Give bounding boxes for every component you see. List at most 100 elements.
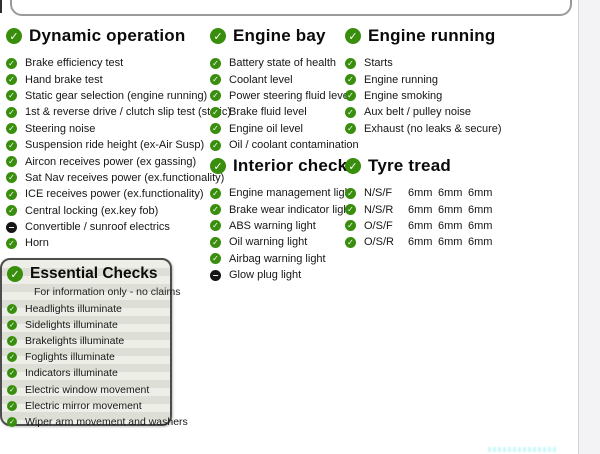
checklist-item: ✓ Suspension ride height (ex-Air Susp) [6, 137, 206, 153]
checklist-item: ✓ Central locking (ex.key fob) [6, 203, 206, 219]
check-icon: ✓ [6, 156, 17, 168]
checklist: ✓ Battery state of health ✓ Coolant level ✓ P… [210, 55, 359, 153]
checklist-item: ✓ Steering noise [6, 121, 206, 137]
checklist-item: ✓ Brake wear indicator light [210, 201, 353, 217]
checklist-item: ✓ Foglights illuminate [7, 349, 170, 365]
tyre-depth-value: 6mm [408, 236, 433, 249]
section-header: ✓ Engine bay [210, 26, 345, 46]
checklist-item-label: Foglights illuminate [25, 351, 115, 364]
tyre-depth-values: 6mm 6mm 6mm [408, 220, 493, 232]
check-icon: ✓ [6, 28, 22, 44]
check-icon: ✓ [210, 187, 221, 199]
checklist-item-label: Brakelights illuminate [25, 335, 125, 348]
check-icon: ✓ [7, 416, 17, 427]
tyre-position-label: N/S/R [364, 203, 394, 216]
checklist-item: ✓ Hand brake test [6, 71, 206, 87]
tyre-depth-values: 6mm 6mm 6mm [408, 236, 493, 248]
section-title: Interior checks [233, 156, 357, 175]
check-icon: ✓ [345, 28, 361, 44]
checklist-item-label: Convertible / sunroof electrics [25, 221, 170, 234]
check-icon: ✓ [345, 236, 356, 248]
checklist: ✓ Headlights illuminate ✓ Sidelights illumi… [7, 301, 188, 430]
checklist-item-label: Static gear selection (engine running) [25, 89, 208, 102]
check-icon: ✓ [6, 74, 17, 86]
tyre-tread-row: ✓ O/S/F 6mm 6mm 6mm [345, 218, 575, 234]
checklist-item-label: Horn [25, 237, 49, 250]
tyre-depth-value: 6mm [438, 219, 463, 232]
checklist-item-label: Suspension ride height (ex-Air Susp) [25, 139, 205, 152]
checklist-item-label: Engine management light [229, 187, 354, 200]
checklist-item: ✓ Brake fluid level [210, 104, 345, 120]
tyre-depth-value: 6mm [468, 203, 493, 216]
checklist-item-label: Airbag warning light [229, 252, 326, 265]
checklist-item: ✓ Engine management light [210, 185, 354, 201]
left-edge-sliver [0, 0, 2, 13]
checklist-item-label: Brake fluid level [229, 106, 307, 119]
checklist-item: ✓ Engine oil level [210, 121, 345, 137]
checklist-item: ✓ Electric mirror movement [7, 398, 170, 414]
right-divider [578, 0, 579, 454]
tyre-depth-values: 6mm 6mm 6mm [408, 204, 493, 216]
check-icon: ✓ [7, 266, 23, 282]
checklist-item-label: Glow plug light [229, 269, 302, 282]
checklist-item: ✓ Sat Nav receives power (ex.functionalit… [6, 170, 224, 186]
tyre-depth-value: 6mm [468, 187, 493, 200]
section-title: Tyre tread [368, 156, 451, 175]
checklist-item-label: Engine smoking [364, 89, 443, 102]
checklist-item-label: Steering noise [25, 122, 96, 135]
checklist-item-label: Aircon receives power (ex gassing) [25, 155, 197, 168]
checklist-item: ✓ Electric window movement [7, 381, 170, 397]
check-icon: ✓ [210, 158, 226, 174]
tyre-depth-values: 6mm 6mm 6mm [408, 187, 493, 199]
check-icon: ✓ [210, 220, 221, 232]
check-icon: ✓ [210, 236, 221, 248]
section-title: Essential Checks [30, 265, 158, 282]
checklist-item: ✓ Brakelights illuminate [7, 333, 170, 349]
tyre-depth-value: 6mm [438, 236, 463, 249]
checklist-item: ✓ Static gear selection (engine running) [6, 88, 208, 104]
checklist-item: ✓ Coolant level [210, 71, 345, 87]
tyre-position-label: N/S/F [364, 187, 393, 200]
section-engine-running: ✓ Engine running ✓ Starts ✓ Engine running ✓… [345, 26, 575, 137]
check-icon: ✓ [6, 205, 17, 217]
check-icon: ✓ [6, 106, 17, 118]
checklist-item-label: Brake efficiency test [25, 57, 124, 70]
check-icon: ✓ [345, 204, 356, 216]
checklist-item: ✓ Power steering fluid level [210, 88, 351, 104]
tyre-depth-value: 6mm [468, 236, 493, 249]
tyre-depth-value: 6mm [408, 203, 433, 216]
checklist-item: ✓ Wiper arm movement and washers [7, 414, 188, 430]
check-icon: ✓ [7, 336, 17, 347]
tyre-tread-row: ✓ N/S/F 6mm 6mm 6mm [345, 185, 575, 201]
check-icon: ✓ [6, 90, 17, 102]
checklist-item: − Glow plug light [210, 267, 345, 283]
tyre-position-label: O/S/R [364, 236, 394, 249]
check-icon: ✓ [345, 123, 356, 135]
section-header: ✓ Interior checks [210, 156, 357, 176]
checklist-item: ✓ ICE receives power (ex.functionality) [6, 186, 206, 202]
tyre-tread-table: ✓ N/S/F 6mm 6mm 6mm ✓ N/S/R 6mm 6mm 6mm ✓ O/S/F 6mm 6… [345, 185, 575, 251]
tyre-depth-value: 6mm [438, 203, 463, 216]
checklist-item-label: Headlights illuminate [25, 303, 122, 316]
checklist-item: ✓ Engine smoking [345, 88, 575, 104]
essential-checks-subtitle: For information only - no claims [34, 286, 181, 298]
checklist-item-label: 1st & reverse drive / clutch slip test (… [25, 106, 232, 119]
checklist-item: ✓ Exhaust (no leaks & secure) [345, 121, 575, 137]
check-icon: ✓ [345, 187, 356, 199]
section-header: ✓ Engine running [345, 26, 575, 46]
check-icon: ✓ [345, 74, 356, 86]
check-icon: ✓ [7, 352, 17, 363]
check-icon: ✓ [6, 57, 17, 69]
checklist-item-label: ABS warning light [229, 219, 316, 232]
checklist: ✓ Brake efficiency test ✓ Hand brake test ✓ S… [6, 55, 231, 252]
checklist-item-label: Indicators illuminate [25, 367, 118, 380]
top-panel-outline [10, 0, 572, 16]
checklist-item: ✓ ABS warning light [210, 218, 345, 234]
section-engine-bay: ✓ Engine bay ✓ Battery state of health ✓ Co… [210, 26, 359, 153]
checklist-item: ✓ Aircon receives power (ex gassing) [6, 153, 206, 169]
not-applicable-icon: − [210, 269, 221, 281]
checklist: ✓ Starts ✓ Engine running ✓ Engine smoking ✓ Au… [345, 55, 575, 137]
checklist-item-label: Aux belt / pulley noise [364, 106, 472, 119]
tyre-depth-value: 6mm [468, 219, 493, 232]
checklist-item-label: Starts [364, 57, 393, 70]
